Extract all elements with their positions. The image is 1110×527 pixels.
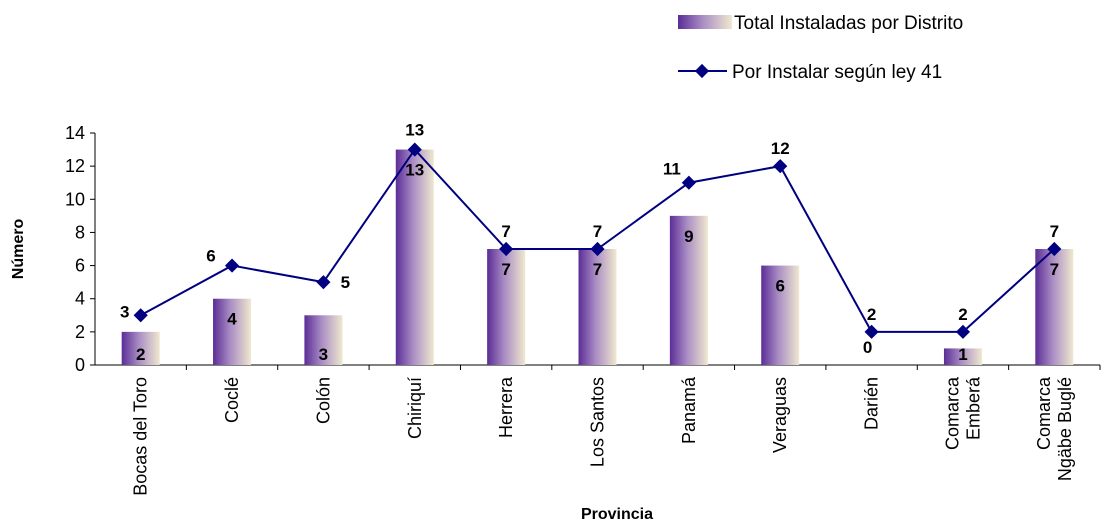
category-labels: Bocas del Toro Coclé Colón Chiriquí Herrera L…	[131, 376, 1075, 496]
line-data-label: 7	[501, 222, 510, 241]
y-tick-label: 6	[75, 256, 85, 276]
legend-line-marker	[694, 63, 710, 79]
legend-bar-label: Total Instaladas por Distrito	[734, 13, 963, 34]
bar	[761, 265, 800, 365]
y-tick-label: 10	[65, 189, 85, 209]
bar-data-label: 1	[958, 345, 967, 364]
bar-data-labels: 2 4 3 13 7 7 9 6 0 1 7	[136, 161, 1059, 364]
legend-line-label: Por Instalar según ley 41	[732, 62, 942, 83]
category-label: Panamá	[679, 376, 699, 444]
line-data-labels: 3 6 5 13 7 7 11 12 2 2 7	[120, 121, 1059, 324]
x-axis-title: Provincia	[581, 506, 653, 523]
y-tick-label: 14	[65, 123, 85, 143]
legend-bar-swatch	[678, 15, 732, 29]
line-data-label: 11	[663, 160, 681, 179]
line-data-label: 7	[1050, 222, 1059, 241]
bar-data-label: 9	[684, 227, 693, 246]
line-marker	[681, 175, 696, 190]
y-axis-title: Número	[10, 219, 27, 280]
line-marker	[499, 241, 514, 257]
line-data-label: 2	[958, 305, 967, 324]
category-label: Veraguas	[770, 377, 790, 453]
bar-data-label: 13	[405, 161, 424, 180]
category-label: Bocas del Toro	[131, 377, 151, 496]
line-series	[133, 142, 1062, 339]
bar	[669, 215, 708, 365]
bar-series	[121, 149, 1074, 365]
category-label: Darién	[862, 377, 882, 430]
line-data-label: 7	[593, 222, 602, 241]
line-marker	[955, 324, 971, 339]
bar	[304, 315, 343, 365]
bar-data-label: 7	[501, 260, 510, 279]
line-marker	[224, 258, 240, 273]
bar	[121, 331, 160, 365]
y-tick-label: 2	[75, 322, 85, 342]
line-marker	[590, 241, 605, 257]
bar-data-label: 4	[227, 310, 237, 329]
bar	[395, 149, 434, 365]
category-label: Chiriquí	[405, 377, 425, 439]
category-label: Ngäbe Buglé	[1055, 377, 1075, 481]
category-label: Herrera	[496, 376, 516, 438]
line-marker	[773, 159, 788, 174]
line-data-label: 3	[120, 302, 129, 321]
line-marker	[1047, 241, 1062, 257]
bar-data-label: 6	[775, 277, 784, 296]
category-label: Emberá	[963, 376, 983, 440]
legend: Total Instaladas por Distrito Por Instal…	[678, 13, 963, 83]
x-axis-ticks	[185, 365, 1101, 370]
bar-data-label: 7	[1050, 260, 1059, 279]
bar-data-label: 0	[863, 338, 872, 357]
category-label: Colón	[313, 377, 333, 424]
y-tick-label: 4	[75, 289, 85, 309]
line-marker	[316, 275, 331, 290]
y-axis-ticks: 0 2 4 6 8 10 12 14	[65, 123, 95, 375]
line-data-label: 2	[867, 305, 876, 324]
bar	[578, 249, 617, 365]
line-marker	[407, 142, 422, 157]
line-marker	[864, 324, 879, 339]
category-label: Comarca	[1034, 376, 1054, 450]
line-data-label: 5	[341, 273, 350, 292]
bar-data-label: 2	[136, 345, 145, 364]
bar	[213, 298, 252, 365]
bar-data-label: 7	[593, 260, 602, 279]
category-label: Los Santos	[588, 377, 608, 467]
bar	[487, 249, 526, 365]
line-data-label: 13	[405, 121, 424, 140]
bar-data-label: 3	[319, 345, 328, 364]
y-tick-label: 12	[65, 156, 85, 176]
bar	[1035, 249, 1074, 365]
line-data-label: 6	[206, 247, 215, 266]
category-label: Comarca	[942, 376, 962, 450]
line-marker	[133, 308, 148, 323]
category-label: Coclé	[222, 377, 242, 423]
y-tick-label: 0	[75, 355, 85, 375]
line-data-label: 12	[771, 139, 790, 158]
bar	[943, 348, 982, 365]
y-tick-label: 8	[75, 222, 85, 242]
